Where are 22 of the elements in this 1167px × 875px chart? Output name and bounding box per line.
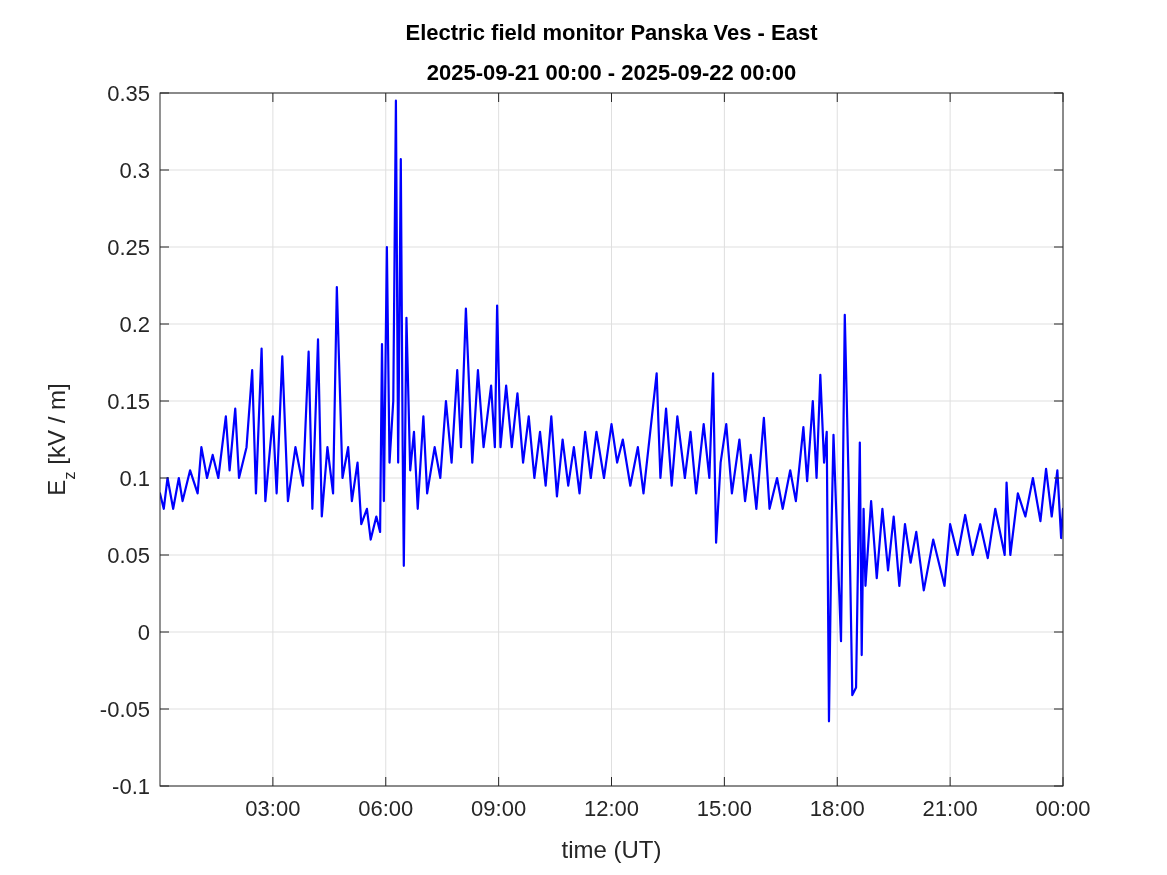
x-tick-label: 03:00 [245,796,301,821]
x-tick-label: 12:00 [583,796,640,821]
y-tick-label: 0.3 [119,157,150,183]
x-axis-title: time (UT) [561,836,662,863]
y-tick-label: -0.05 [99,696,150,722]
chart-subtitle: 2025-09-21 00:00 - 2025-09-22 00:00 [426,60,797,85]
y-tick-label: 0.1 [119,465,150,491]
x-tick-label: 00:00 [1035,796,1091,821]
line-series [160,99,1063,723]
y-tick-label: 0.2 [119,311,150,337]
x-tick-label: 09:00 [471,796,527,821]
y-tick-label: 0.35 [107,80,150,106]
x-tick-label: 18:00 [809,796,865,821]
y-tick-label: 0.15 [107,388,150,414]
x-tick-label: 15:00 [696,796,752,821]
y-tick-label: 0.25 [107,234,150,260]
y-tick-label: 0 [137,619,150,645]
x-tick-label: 06:00 [358,796,414,821]
x-tick-label: 21:00 [922,796,978,821]
chart-title: Electric field monitor Panska Ves - East [405,20,819,45]
y-tick-label: 0.05 [107,542,150,568]
y-tick-label: -0.1 [112,773,150,799]
